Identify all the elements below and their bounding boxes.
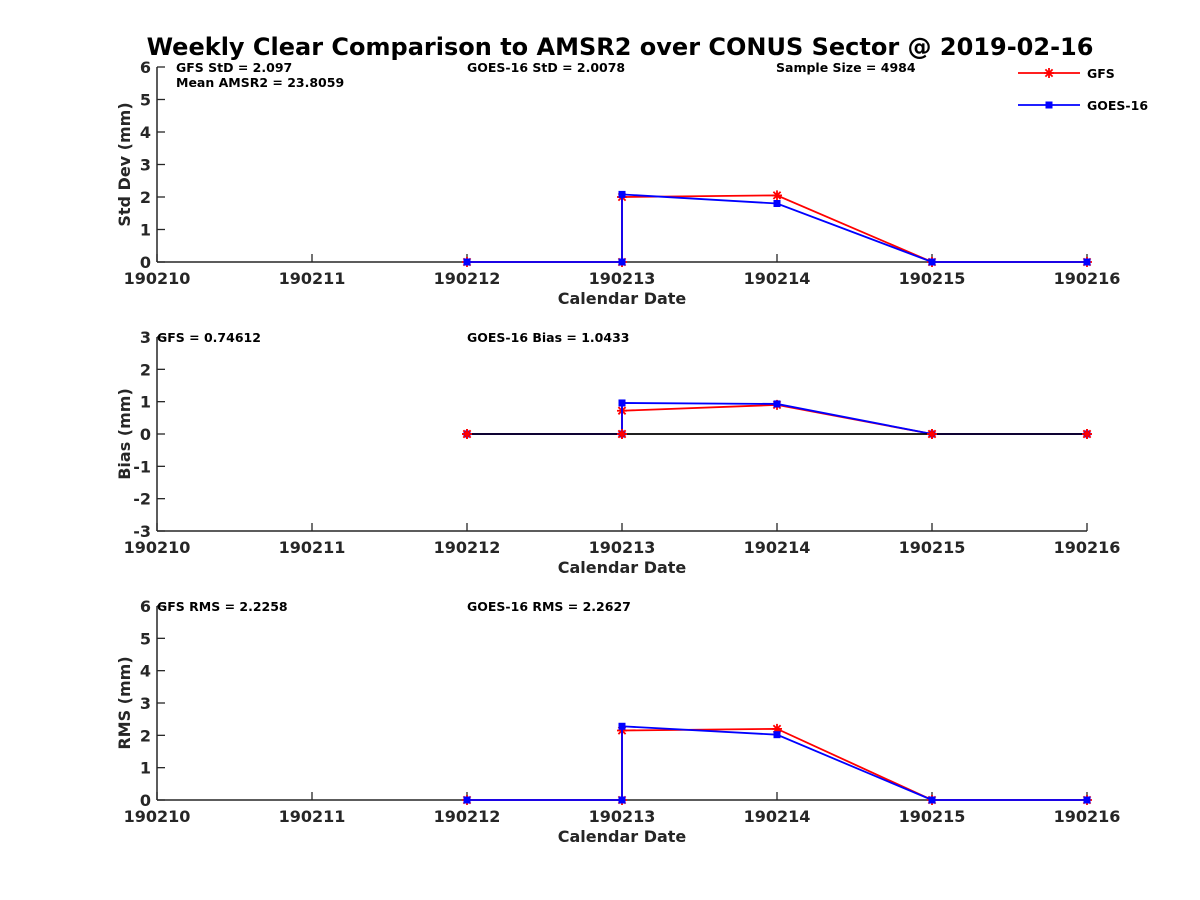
x-tick-label: 190212 <box>434 538 501 557</box>
y-tick-label: 5 <box>140 629 151 648</box>
x-tick-label: 190215 <box>899 269 966 288</box>
data-point-goes-16 <box>463 258 471 266</box>
y-tick-label: 2 <box>140 188 151 207</box>
y-tick-label: 3 <box>140 694 151 713</box>
x-tick-label: 190211 <box>279 538 346 557</box>
stat-annotation: GOES-16 Bias = 1.0433 <box>467 330 629 345</box>
data-point-goes-16 <box>618 399 626 407</box>
data-point-goes-16 <box>618 722 626 730</box>
x-tick-label: 190212 <box>434 269 501 288</box>
subplots: 190210 190211 190212 190213 190214 190215 1902… <box>115 58 1120 846</box>
data-point-goes-16 <box>618 796 626 804</box>
x-tick-label: 190210 <box>124 269 191 288</box>
series-line-goes-16 <box>467 193 1087 263</box>
stat-annotation: Mean AMSR2 = 23.8059 <box>176 75 344 90</box>
y-tick-label: 6 <box>140 597 151 616</box>
stat-annotation: GOES-16 RMS = 2.2627 <box>467 599 631 614</box>
y-tick-label: 1 <box>140 759 151 778</box>
y-axis-label: Std Dev (mm) <box>115 102 134 226</box>
y-tick-label: 3 <box>140 156 151 175</box>
x-tick-label: 190214 <box>744 269 811 288</box>
data-point-goes-16 <box>773 731 781 739</box>
data-point-gfs <box>462 429 472 439</box>
y-tick-label: 1 <box>140 393 151 412</box>
x-tick-label: 190215 <box>899 538 966 557</box>
data-point-gfs <box>617 429 627 439</box>
x-tick-label: 190213 <box>589 269 656 288</box>
stat-annotation: GFS = 0.74612 <box>157 330 261 345</box>
y-tick-label: 6 <box>140 58 151 77</box>
x-tick-label: 190213 <box>589 538 656 557</box>
data-point-goes-16 <box>618 190 626 198</box>
data-point-goes-16 <box>463 796 471 804</box>
x-axis-label: Calendar Date <box>558 558 687 577</box>
series-line-gfs <box>467 727 1087 801</box>
data-point-goes-16 <box>928 258 936 266</box>
y-axis-label: Bias (mm) <box>115 388 134 480</box>
y-tick-label: 2 <box>140 726 151 745</box>
y-tick-label: -3 <box>133 522 151 541</box>
x-tick-label: 190215 <box>899 807 966 826</box>
data-point-gfs <box>927 429 937 439</box>
subplot-1: 190210 190211 190212 190213 190214 190215 1902… <box>115 58 1120 308</box>
data-point-goes-16 <box>773 200 781 207</box>
data-point-goes-16 <box>1083 796 1091 804</box>
stat-annotation: GOES-16 StD = 2.0078 <box>467 60 625 75</box>
y-tick-label: -1 <box>133 457 151 476</box>
y-tick-label: 5 <box>140 91 151 110</box>
y-tick-label: 0 <box>140 791 151 810</box>
x-tick-label: 190216 <box>1054 538 1121 557</box>
y-tick-label: 3 <box>140 328 151 347</box>
chart-title: Weekly Clear Comparison to AMSR2 over CO… <box>147 33 1094 61</box>
x-tick-label: 190216 <box>1054 807 1121 826</box>
data-point-goes-16 <box>928 796 936 804</box>
y-tick-label: 4 <box>140 123 151 142</box>
x-tick-label: 190216 <box>1054 269 1121 288</box>
y-tick-label: 1 <box>140 221 151 240</box>
y-axis-label: RMS (mm) <box>115 656 134 749</box>
legend: GFS GOES-16 <box>1018 66 1148 113</box>
x-axis-label: Calendar Date <box>558 827 687 846</box>
x-tick-label: 190211 <box>279 269 346 288</box>
x-tick-label: 190210 <box>124 807 191 826</box>
x-tick-label: 190210 <box>124 538 191 557</box>
data-point-goes-16 <box>618 258 626 266</box>
data-point-gfs <box>772 723 782 734</box>
y-tick-label: 0 <box>140 253 151 272</box>
stat-annotation: GFS StD = 2.097 <box>176 60 292 75</box>
x-tick-label: 190214 <box>744 538 811 557</box>
y-tick-label: 2 <box>140 360 151 379</box>
data-point-goes-16 <box>1083 258 1091 266</box>
subplot-2: 190210 190211 190212 190213 190214 190215 1902… <box>115 328 1120 577</box>
x-tick-label: 190213 <box>589 807 656 826</box>
legend-marker <box>1045 101 1053 109</box>
x-axis-label: Calendar Date <box>558 289 687 308</box>
series-line-goes-16 <box>467 725 1087 801</box>
x-tick-label: 190214 <box>744 807 811 826</box>
legend-label: GOES-16 <box>1087 98 1148 113</box>
stat-annotation: GFS RMS = 2.2258 <box>157 599 288 614</box>
subplot-3: 190210 190211 190212 190213 190214 190215 1902… <box>115 597 1120 846</box>
y-tick-label: -2 <box>133 490 151 509</box>
data-point-goes-16 <box>773 400 781 408</box>
y-tick-label: 0 <box>140 425 151 444</box>
x-tick-label: 190211 <box>279 807 346 826</box>
y-tick-label: 4 <box>140 662 151 681</box>
legend-label: GFS <box>1087 66 1115 81</box>
data-point-gfs <box>1082 429 1092 439</box>
data-point-gfs <box>772 190 782 201</box>
stat-annotation: Sample Size = 4984 <box>776 60 916 75</box>
x-tick-label: 190212 <box>434 807 501 826</box>
legend-marker <box>1044 68 1054 78</box>
